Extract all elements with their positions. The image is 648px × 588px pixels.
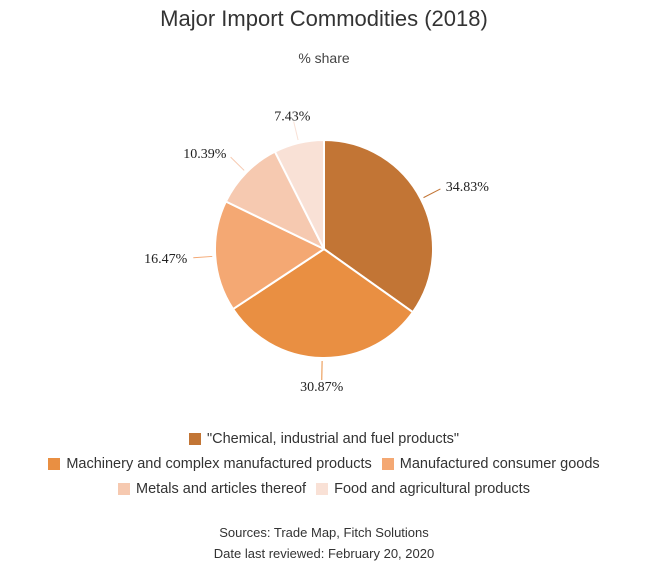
- leader-line: [230, 156, 245, 171]
- pie-slice[interactable]: [323, 139, 434, 314]
- data-label: 7.43%: [274, 110, 311, 125]
- legend: "Chemical, industrial and fuel products"…: [0, 426, 648, 501]
- chart-subtitle: % share: [298, 50, 350, 66]
- leader-line: [423, 188, 441, 199]
- label-leader-lines: [193, 121, 441, 380]
- pie-slice[interactable]: [232, 248, 414, 359]
- pie-chart: 34.83% 30.87% 16.47% 10.39% 7.43%: [144, 110, 489, 395]
- data-label: 30.87%: [300, 380, 344, 395]
- data-label: 10.39%: [183, 147, 227, 162]
- leader-line: [193, 255, 213, 259]
- pie-slice[interactable]: [273, 139, 325, 250]
- legend-label: Manufactured consumer goods: [399, 455, 600, 472]
- footer: Sources: Trade Map, Fitch Solutions Date…: [0, 522, 648, 564]
- legend-swatch: [48, 457, 61, 470]
- sources-note: Sources: Trade Map, Fitch Solutions: [219, 525, 429, 540]
- legend-item[interactable]: Food and agricultural products: [316, 481, 530, 497]
- legend-row-2: Machinery and complex manufactured produ…: [0, 451, 648, 476]
- legend-swatch: [118, 482, 131, 495]
- legend-row-3: Metals and articles thereof Food and agr…: [0, 476, 648, 501]
- legend-item[interactable]: Manufactured consumer goods: [381, 455, 600, 472]
- legend-swatch: [316, 482, 329, 495]
- legend-label: Machinery and complex manufactured produ…: [66, 455, 372, 472]
- legend-swatch: [188, 432, 201, 445]
- legend-row-1: "Chemical, industrial and fuel products": [0, 426, 648, 451]
- legend-label: Metals and articles thereof: [136, 480, 307, 497]
- leader-line: [293, 121, 299, 141]
- legend-item[interactable]: "Chemical, industrial and fuel products": [188, 430, 460, 447]
- legend-label: Food and agricultural products: [334, 480, 530, 497]
- legend-swatch: [381, 457, 394, 470]
- chart-title: Major Import Commodities (2018): [160, 6, 488, 31]
- legend-item[interactable]: Metals and articles thereof: [118, 481, 306, 497]
- legend-label: "Chemical, industrial and fuel products": [206, 430, 460, 447]
- date-reviewed-note: Date last reviewed: February 20, 2020: [213, 546, 435, 561]
- data-label: 34.83%: [446, 180, 490, 195]
- pie-slice[interactable]: [214, 200, 325, 311]
- pie-slice[interactable]: [224, 150, 325, 250]
- data-labels: 34.83% 30.87% 16.47% 10.39% 7.43%: [144, 110, 489, 395]
- pie-slices: [214, 139, 434, 359]
- data-label: 16.47%: [144, 252, 188, 267]
- legend-item[interactable]: Machinery and complex manufactured produ…: [48, 455, 372, 472]
